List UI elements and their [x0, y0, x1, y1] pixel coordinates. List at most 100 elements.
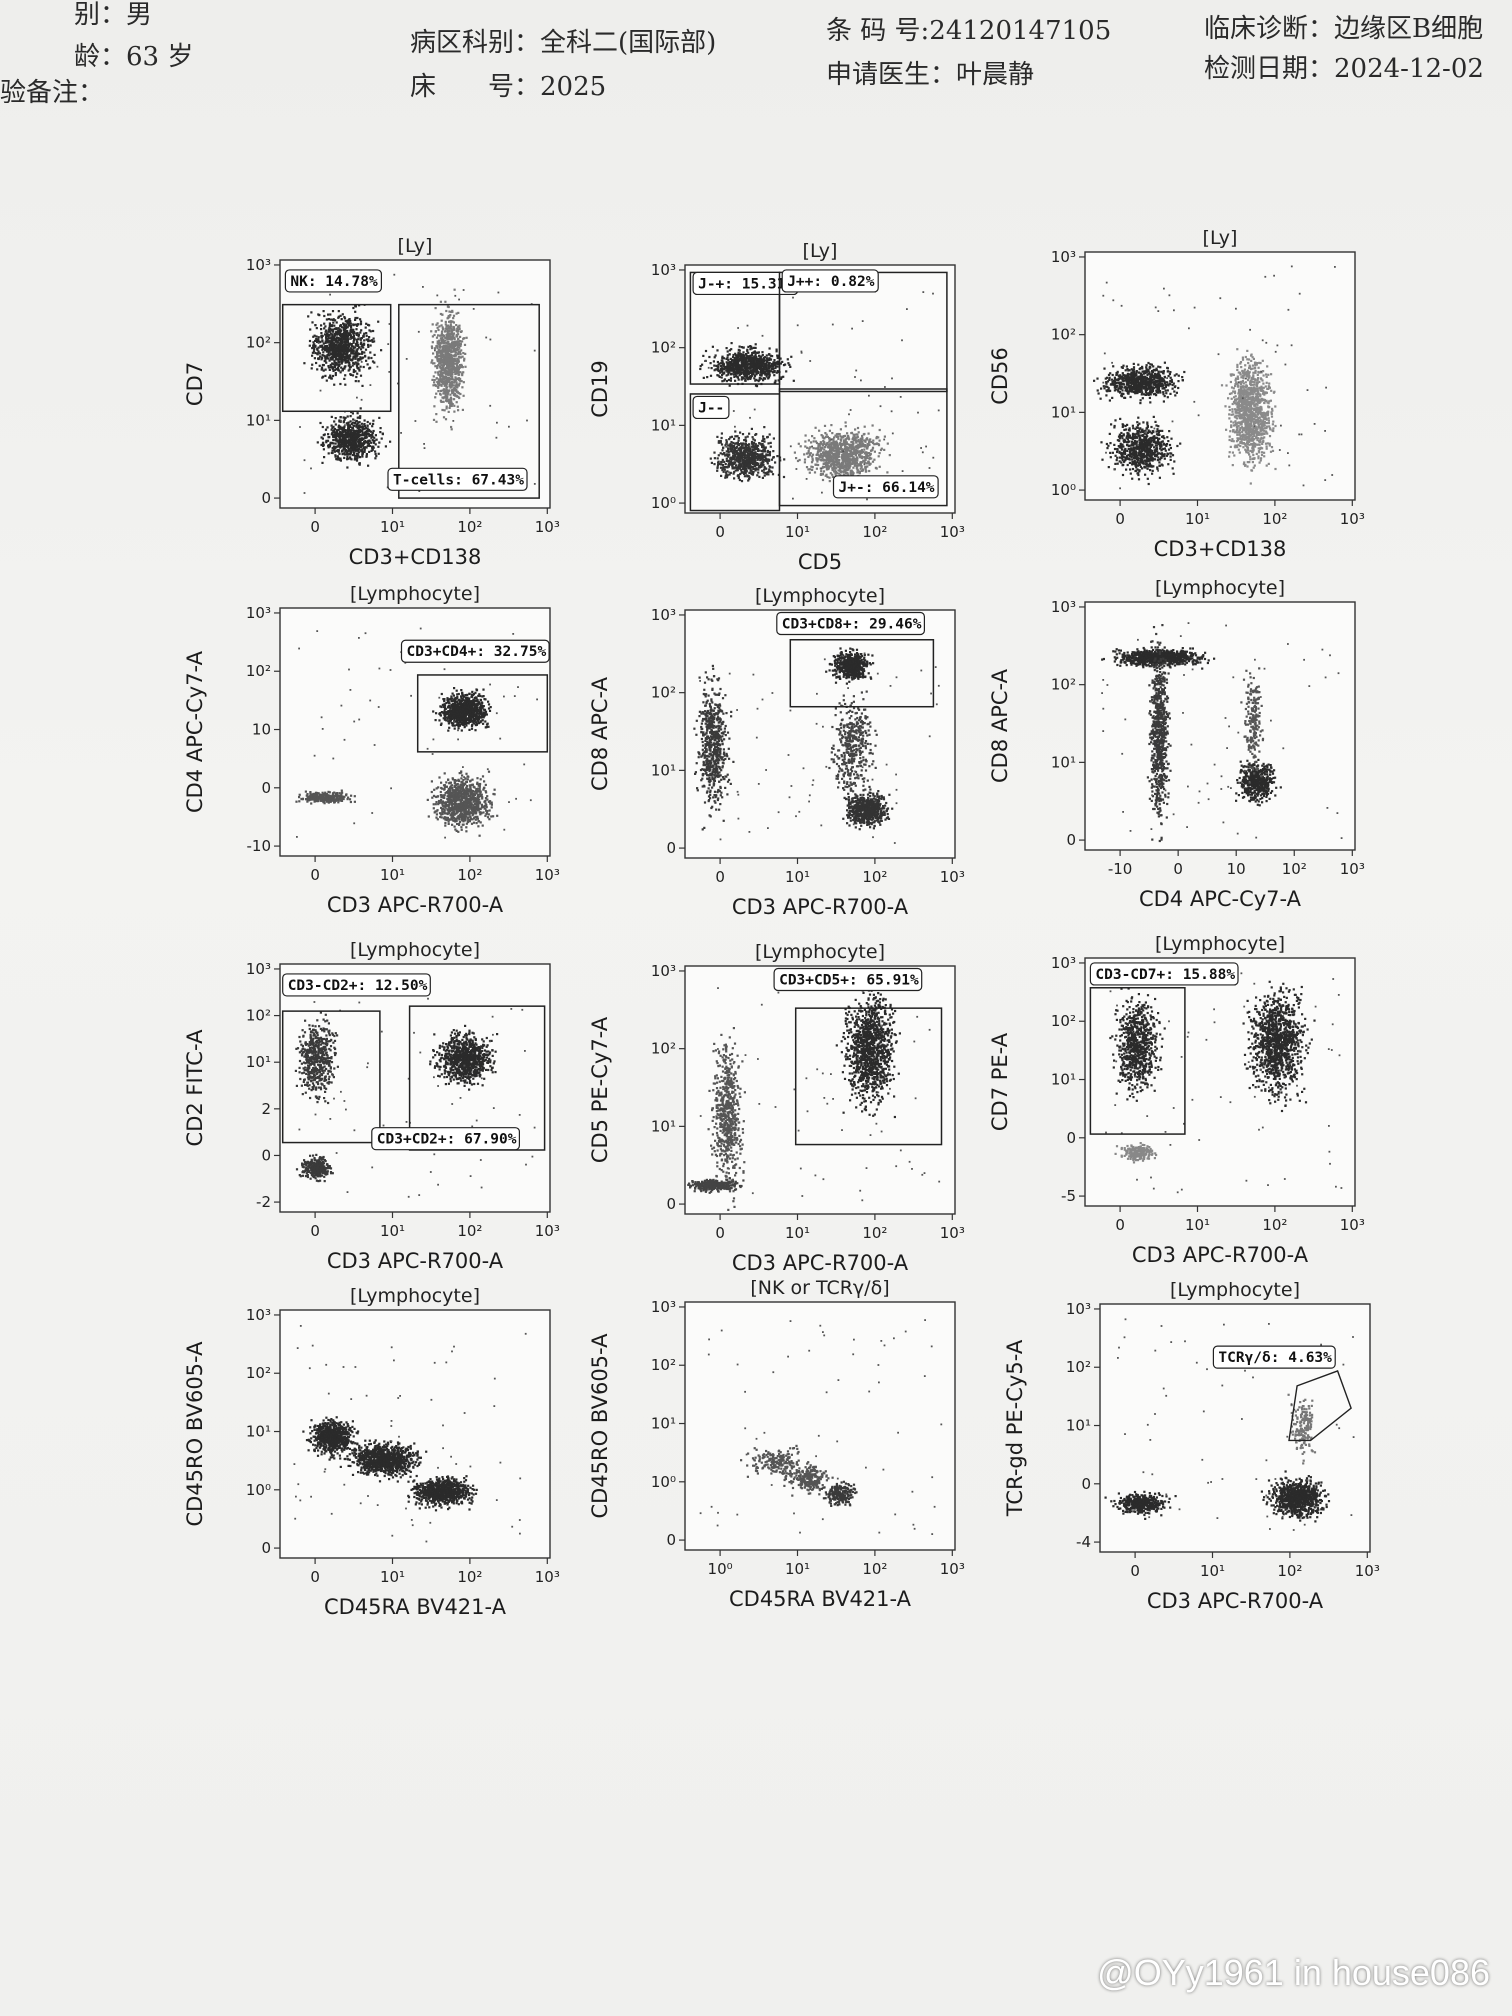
age-label: 龄： [74, 42, 126, 72]
y-tick-label: 10² [1051, 1012, 1076, 1030]
gate-label: CD3+CD2+: 67.90% [377, 1132, 517, 1148]
gate-label-box [781, 269, 879, 293]
age-value: 63 岁 [126, 42, 193, 72]
cell-population-1 [699, 342, 795, 388]
cell-population-4 [828, 690, 878, 803]
plot-frame [1084, 601, 1356, 851]
x-tick-label: 0 [715, 523, 725, 541]
scatter-noise [1102, 265, 1336, 490]
y-tick-label: 10¹ [246, 411, 271, 429]
cell-population-3 [820, 1480, 858, 1507]
y-tick-label: 10³ [1051, 248, 1076, 266]
y-tick-label: 0 [666, 1195, 676, 1213]
doctor-label: 申请医生： [826, 60, 956, 90]
plot-title: [Lymphocyte] [350, 1285, 480, 1307]
y-tick-label: 10 [252, 721, 271, 739]
y-tick-label: 10³ [246, 604, 271, 622]
plot-title: [Lymphocyte] [755, 585, 885, 607]
x-axis-label: CD3 APC-R700-A [327, 893, 504, 917]
event-dots [1093, 265, 1336, 490]
plot-title: [Ly] [803, 240, 838, 262]
y-tick-label: 10³ [1051, 954, 1076, 972]
x-tick-label: 0 [1130, 1562, 1140, 1580]
plot-title: [Ly] [1203, 227, 1238, 249]
scatter-noise [1101, 622, 1343, 839]
gate-label: NK: 14.78% [290, 274, 378, 290]
y-axis-label: CD5 PE-Cy7-A [588, 1016, 612, 1163]
y-tick-label: 10² [246, 1007, 271, 1025]
gate-label-box [773, 967, 923, 992]
bed-row: 床 号：2025 [410, 66, 606, 103]
gate-label-box [1089, 962, 1239, 986]
y-tick-label: 10³ [651, 962, 676, 980]
x-axis-label: CD3 APC-R700-A [732, 1251, 909, 1275]
diagnosis-value: 边缘区B细胞 [1334, 14, 1483, 44]
gate-label: CD3-CD7+: 15.88% [1095, 967, 1235, 983]
plot-svg: [Lymphocyte] TCRγ/δ: 4.63% 0 10¹ 10² 10³ -4 0 10… [1003, 1279, 1380, 1613]
cell-population-2 [1242, 980, 1316, 1113]
y-tick-label: -2 [256, 1193, 271, 1211]
x-tick-label: 0 [715, 1224, 725, 1242]
cell-population-2 [1100, 415, 1182, 486]
x-tick-label: 10² [457, 866, 482, 884]
plot-frame [684, 609, 956, 859]
y-axis-label: CD2 FITC-A [183, 1029, 207, 1147]
x-tick-label: 10² [1277, 1562, 1302, 1580]
date-label: 检测日期： [1204, 54, 1334, 84]
y-tick-label: 10¹ [651, 761, 676, 779]
gate-region [281, 1010, 381, 1144]
x-tick-label: 10¹ [785, 1224, 810, 1242]
gate-label-box [692, 395, 730, 420]
gate-label: CD3+CD4+: 32.75% [407, 644, 547, 660]
plot-svg: [Ly] J-+: 15.31%J++: 0.82% J-- J+-: 66.14% 0… [588, 240, 965, 574]
gate-label: TCRγ/δ: 4.63% [1218, 1350, 1332, 1366]
y-tick-label: 10³ [246, 960, 271, 978]
gate-label: J-+: 15.31% [698, 276, 794, 292]
y-tick-label: 10² [246, 662, 271, 680]
plot-title: [Lymphocyte] [1170, 1279, 1300, 1301]
gate-region [416, 674, 549, 753]
gate-label: J+-: 66.14% [839, 480, 935, 496]
plot-svg: [Lymphocyte] CD3-CD7+: 15.88% 0 10¹ 10² 10³ -5… [988, 933, 1365, 1267]
x-tick-label: 0 [310, 866, 320, 884]
x-tick-label: 10³ [1340, 510, 1365, 528]
x-axis-label: CD3+CD138 [349, 545, 482, 569]
y-axis-label: CD19 [588, 360, 612, 418]
x-tick-label: 10² [457, 1222, 482, 1240]
gate-region [789, 639, 935, 708]
cell-population-2 [429, 1024, 499, 1091]
x-tick-label: 10⁰ [708, 1560, 733, 1578]
barcode-value: :24120147105 [921, 16, 1112, 46]
x-tick-label: 10³ [940, 523, 965, 541]
y-tick-label: 0 [666, 1531, 676, 1549]
cell-population-1 [740, 1444, 800, 1481]
gate-label-box [776, 611, 926, 636]
plot-title: [Lymphocyte] [755, 941, 885, 963]
x-tick-label: 10² [862, 523, 887, 541]
y-tick-label: 10³ [246, 1306, 271, 1324]
gate-label: T-cells: 67.43% [393, 472, 524, 488]
gate-label: CD3+CD5+: 65.91% [779, 972, 919, 988]
event-dots [699, 1319, 943, 1535]
y-tick-label: 10³ [1066, 1300, 1091, 1318]
department-label: 病区科别： [410, 28, 540, 58]
y-tick-label: 0 [666, 839, 676, 857]
cell-population-3 [1220, 348, 1277, 485]
y-tick-label: 10² [651, 684, 676, 702]
plot-title: [Lymphocyte] [350, 583, 480, 605]
x-axis-label: CD3 APC-R700-A [1132, 1243, 1309, 1267]
x-tick-label: 0 [310, 518, 320, 536]
plot-title: [NK or TCRγ/δ] [750, 1277, 889, 1299]
gate-label: CD3+CD8+: 29.46% [782, 616, 922, 632]
x-tick-label: 10³ [1355, 1562, 1380, 1580]
y-tick-label: 0 [1066, 831, 1076, 849]
x-tick-label: 10¹ [380, 1568, 405, 1586]
y-axis-label: CD45RO BV605-A [183, 1341, 207, 1527]
plot-title: [Lymphocyte] [350, 939, 480, 961]
y-tick-label: 10³ [651, 606, 676, 624]
doctor-row: 申请医生：叶晨静 [826, 54, 1034, 91]
x-axis-label: CD3+CD138 [1154, 537, 1287, 561]
x-axis-label: CD45RA BV421-A [324, 1595, 507, 1619]
x-axis-label: CD5 [798, 550, 842, 574]
gate-label: CD3-CD2+: 12.50% [288, 978, 428, 994]
